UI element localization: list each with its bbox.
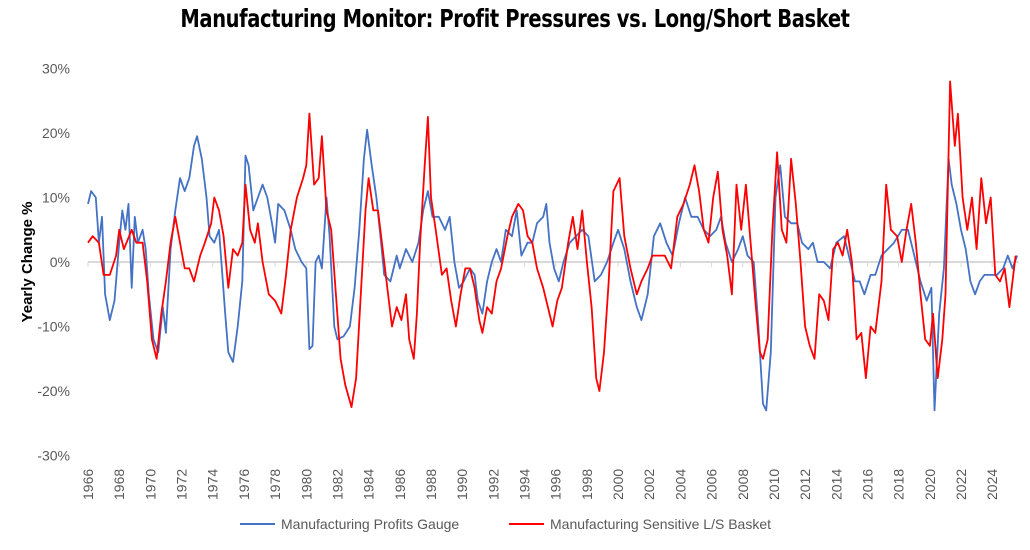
series-line-ls-basket xyxy=(87,80,1017,408)
x-axis-ticks: 1966 1968 1970 1972 1974 1976 1978 1980 1982 1984… xyxy=(80,262,1000,500)
y-tick-label: 20% xyxy=(42,125,70,141)
x-tick-label: 1974 xyxy=(205,469,221,500)
y-tick-label: -20% xyxy=(37,383,70,399)
x-tick-label: 2002 xyxy=(641,469,657,500)
x-tick-label: 2022 xyxy=(953,469,969,500)
x-tick-label: 2012 xyxy=(797,469,813,500)
y-tick-label: 0% xyxy=(50,254,70,270)
y-tick-label: 10% xyxy=(42,190,70,206)
y-tick-label: 30% xyxy=(42,61,70,77)
x-tick-label: 1980 xyxy=(298,469,314,500)
y-axis-label: Yearly Change % xyxy=(19,202,36,323)
x-tick-label: 1984 xyxy=(361,469,377,500)
x-tick-label: 2020 xyxy=(922,469,938,500)
x-tick-label: 1990 xyxy=(454,469,470,500)
y-axis-ticks: 30% 20% 10% 0% -10% -20% -30% xyxy=(37,61,70,464)
x-tick-label: 1976 xyxy=(236,469,252,500)
legend-label-profits-gauge: Manufacturing Profits Gauge xyxy=(281,516,459,532)
series-lines xyxy=(87,80,1019,412)
x-tick-label: 1994 xyxy=(517,469,533,500)
x-tick-label: 1992 xyxy=(485,469,501,500)
x-tick-label: 1968 xyxy=(111,469,127,500)
legend: Manufacturing Profits Gauge Manufacturin… xyxy=(240,516,771,532)
x-tick-label: 1966 xyxy=(80,469,96,500)
x-tick-label: 2016 xyxy=(860,469,876,500)
x-tick-label: 2018 xyxy=(891,469,907,500)
x-tick-label: 1982 xyxy=(329,469,345,500)
x-tick-label: 1978 xyxy=(267,469,283,500)
x-tick-label: 1986 xyxy=(392,469,408,500)
x-tick-label: 2006 xyxy=(704,469,720,500)
x-tick-label: 1998 xyxy=(579,469,595,500)
x-tick-label: 2010 xyxy=(766,469,782,500)
legend-label-ls-basket: Manufacturing Sensitive L/S Basket xyxy=(550,516,771,532)
x-tick-label: 2000 xyxy=(610,469,626,500)
x-tick-label: 1970 xyxy=(142,469,158,500)
x-tick-label: 2004 xyxy=(672,469,688,500)
x-tick-label: 1988 xyxy=(423,469,439,500)
chart-title: Manufacturing Monitor: Profit Pressures … xyxy=(180,4,850,33)
y-tick-label: -30% xyxy=(37,448,70,464)
x-tick-label: 2008 xyxy=(735,469,751,500)
x-tick-label: 2024 xyxy=(984,469,1000,500)
x-tick-label: 1996 xyxy=(548,469,564,500)
x-tick-label: 1972 xyxy=(174,469,190,500)
x-tick-label: 2014 xyxy=(828,469,844,500)
y-tick-label: -10% xyxy=(37,319,70,335)
